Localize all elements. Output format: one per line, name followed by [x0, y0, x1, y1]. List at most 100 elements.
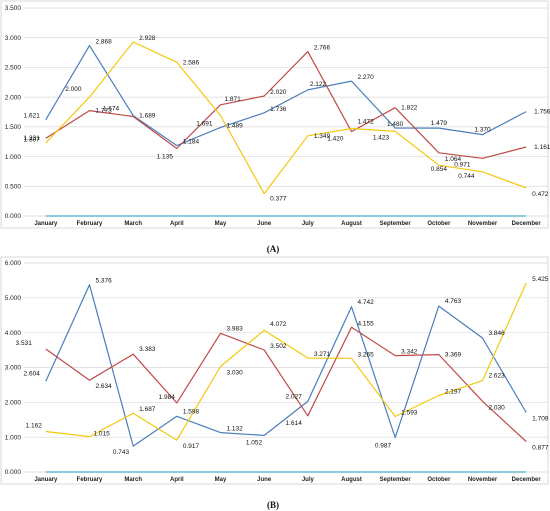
data-label: 0.854 [431, 166, 448, 173]
data-label: 4.072 [270, 321, 287, 328]
data-label: 1.064 [445, 156, 462, 163]
data-label: 5.425 [532, 276, 549, 283]
x-tick-label: September [380, 477, 412, 483]
data-label: 1.162 [26, 423, 43, 430]
x-tick-label: December [512, 477, 542, 483]
data-label: 3.265 [358, 351, 375, 358]
x-tick-label: April [170, 477, 184, 483]
data-label: 3.030 [227, 369, 244, 376]
data-label: 2.020 [270, 89, 287, 96]
data-label: 1.709 [532, 415, 549, 422]
data-label: 0.744 [458, 173, 475, 180]
series-line-3 [45, 282, 527, 441]
x-tick-label: March [124, 477, 142, 483]
data-label: 2.197 [445, 388, 462, 395]
y-tick-label: 2.000 [5, 400, 22, 407]
x-tick-label: October [427, 477, 451, 483]
x-tick-label: June [257, 477, 272, 483]
x-tick-label: February [77, 477, 103, 483]
data-label: 1.984 [159, 394, 176, 401]
data-label: 1.420 [327, 136, 344, 143]
x-tick-label: May [215, 221, 227, 227]
data-label: 0.743 [113, 449, 130, 456]
data-label: 2.027 [286, 393, 303, 400]
x-tick-label: February [77, 221, 103, 227]
x-tick-label: March [124, 221, 142, 227]
data-label: 1.231 [24, 135, 41, 142]
y-tick-label: 0.000 [5, 469, 22, 476]
data-label: 2.000 [65, 86, 82, 93]
y-tick-label: 2.000 [5, 94, 22, 101]
data-label: 4.155 [358, 320, 375, 327]
x-tick-label: January [34, 221, 58, 227]
data-label: 1.736 [270, 106, 287, 113]
data-label: 3.383 [139, 346, 156, 353]
data-label: 3.983 [227, 325, 244, 332]
data-label: 1.822 [401, 105, 418, 112]
x-tick-label: April [170, 221, 184, 227]
data-label: 3.271 [314, 351, 331, 358]
panel-b-chart: 0.000 1.000 2.000 3.000 4.000 5.000 6.000 Janua… [0, 256, 549, 485]
data-label: 0.472 [532, 191, 549, 198]
data-label: 2.766 [314, 45, 331, 52]
x-tick-label: October [427, 221, 451, 227]
x-tick-label: May [215, 477, 227, 483]
y-tick-label: 0.500 [5, 183, 22, 190]
data-label: 2.030 [489, 404, 506, 411]
data-label: 2.604 [24, 370, 41, 377]
series-line-1 [45, 284, 527, 447]
y-tick-label: 4.000 [5, 330, 22, 337]
data-label: 1.480 [387, 121, 404, 128]
data-label: 1.132 [227, 426, 244, 433]
x-tick-label: January [34, 477, 58, 483]
data-label: 1.307 [24, 136, 41, 143]
data-label: 1.472 [358, 119, 375, 126]
data-label: 2.634 [96, 383, 113, 390]
series-line-2 [45, 326, 527, 442]
y-tick-label: 3.500 [5, 5, 22, 12]
data-label: 1.598 [183, 408, 200, 415]
data-label: 2.586 [183, 59, 200, 66]
data-label: 1.479 [431, 120, 448, 127]
data-label: 4.763 [445, 298, 462, 305]
x-tick-label: September [380, 221, 412, 227]
data-label: 1.370 [474, 127, 491, 134]
data-label: 2.122 [310, 81, 327, 88]
series-line-3 [45, 41, 527, 195]
data-label: 1.349 [314, 133, 331, 140]
data-label: 0.917 [183, 443, 200, 450]
data-label: 4.742 [358, 299, 375, 306]
x-tick-label: August [341, 477, 362, 483]
x-tick-label: June [257, 221, 272, 227]
data-label: 0.987 [375, 443, 392, 450]
series-line-2 [45, 50, 527, 159]
panel-a-chart: 0.000 0.500 1.000 1.500 2.000 2.500 3.000 3.500… [0, 0, 550, 229]
y-tick-label: 1.000 [5, 434, 22, 441]
series-line-1 [45, 44, 527, 147]
x-tick-label: November [468, 221, 498, 227]
data-label: 3.502 [270, 343, 287, 350]
chart-frame [0, 256, 549, 485]
panel-b-label: (B) [267, 500, 279, 510]
data-label: 2.928 [139, 35, 156, 42]
data-label: 0.877 [532, 444, 549, 451]
data-label: 1.593 [401, 410, 418, 417]
data-label: 1.871 [225, 96, 242, 103]
y-tick-label: 2.500 [5, 65, 22, 72]
data-label: 1.184 [183, 139, 200, 146]
data-label: 1.614 [286, 420, 303, 427]
data-label: 1.423 [373, 134, 390, 141]
data-label: 2.270 [358, 74, 375, 81]
data-label: 1.689 [139, 113, 156, 120]
y-tick-label: 1.000 [5, 154, 22, 161]
data-label: 0.971 [454, 161, 471, 168]
x-tick-label: July [302, 221, 315, 227]
data-label: 1.687 [139, 406, 156, 413]
data-label: 1.621 [24, 113, 41, 120]
data-label: 1.773 [96, 108, 113, 115]
x-tick-label: August [341, 221, 362, 227]
y-tick-label: 5.000 [5, 295, 22, 302]
y-tick-label: 6.000 [5, 260, 22, 267]
x-tick-label: July [302, 477, 315, 483]
